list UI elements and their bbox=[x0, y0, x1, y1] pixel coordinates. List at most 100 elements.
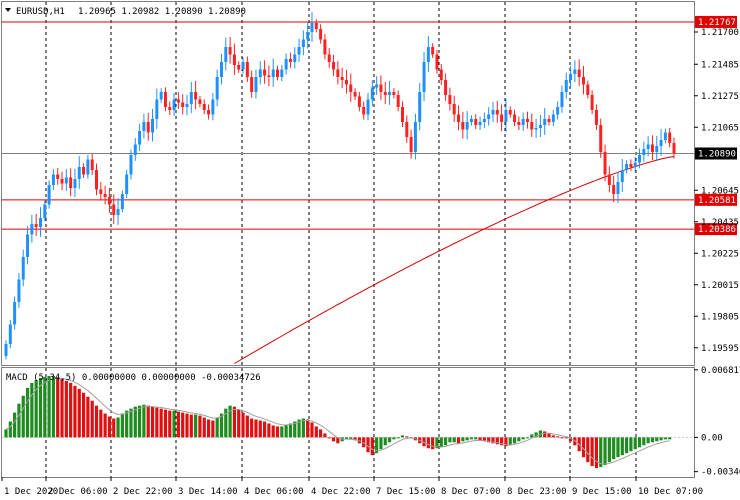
level-price-tag bbox=[695, 223, 737, 236]
macd-histogram-bar bbox=[17, 403, 21, 438]
bull-candle bbox=[258, 69, 262, 77]
bull-candle bbox=[301, 39, 305, 47]
macd-histogram-bar bbox=[69, 382, 73, 438]
macd-histogram-bar bbox=[478, 437, 482, 441]
bull-candle bbox=[366, 99, 370, 115]
bull-candle bbox=[271, 69, 275, 77]
macd-histogram-bar bbox=[344, 437, 349, 440]
bull-candle bbox=[616, 182, 620, 194]
macd-histogram-bar bbox=[504, 437, 508, 447]
current-price-label: 1.20890 bbox=[698, 150, 736, 160]
bear-candle bbox=[103, 194, 107, 197]
macd-histogram-bar bbox=[564, 437, 568, 439]
macd-header: MACD (5,34,5) 0.00000000 0.00000000 -0.0… bbox=[6, 373, 261, 383]
macd-histogram-bar bbox=[133, 406, 137, 438]
bull-candle bbox=[21, 257, 25, 280]
macd-histogram-bar bbox=[568, 437, 573, 442]
macd-histogram-bar bbox=[517, 437, 521, 442]
bear-candle bbox=[444, 80, 448, 95]
y-tick-label: 1.20225 bbox=[701, 249, 739, 259]
macd-histogram-bar bbox=[94, 405, 99, 438]
bear-candle bbox=[181, 102, 185, 107]
macd-histogram-bar bbox=[310, 422, 314, 438]
bull-candle bbox=[633, 162, 637, 167]
bull-candle bbox=[138, 131, 142, 145]
macd-histogram-bar bbox=[34, 379, 38, 438]
bear-candle bbox=[327, 54, 331, 62]
macd-histogram-bar bbox=[155, 407, 159, 438]
bear-candle bbox=[577, 69, 581, 77]
bear-candle bbox=[599, 125, 603, 152]
x-tick-label: 7 Dec 15:00 bbox=[376, 487, 436, 497]
macd-histogram-bar bbox=[198, 415, 202, 438]
bull-candle bbox=[211, 99, 215, 115]
bear-candle bbox=[56, 174, 60, 179]
macd-histogram-bar bbox=[301, 418, 305, 438]
bear-candle bbox=[112, 204, 116, 215]
bull-candle bbox=[655, 146, 659, 152]
y-tick-label: 1.19595 bbox=[701, 344, 739, 354]
macd-histogram-bar bbox=[624, 437, 629, 454]
macd-histogram-bar bbox=[43, 376, 47, 438]
macd-histogram-bar bbox=[245, 415, 249, 438]
bull-candle bbox=[426, 47, 430, 62]
y-tick-label: 1.20015 bbox=[701, 281, 739, 291]
bull-candle bbox=[254, 77, 258, 92]
macd-histogram-bar bbox=[495, 437, 499, 445]
macd-histogram-bar bbox=[120, 413, 124, 438]
macd-histogram-bar bbox=[4, 429, 8, 438]
bear-candle bbox=[517, 122, 521, 125]
macd-histogram-bar bbox=[469, 437, 474, 440]
macd-histogram-bar bbox=[362, 437, 366, 448]
macd-pane-border bbox=[1, 367, 695, 478]
bear-candle bbox=[530, 122, 534, 130]
macd-histogram-bar bbox=[150, 406, 155, 438]
bull-candle bbox=[491, 110, 495, 115]
x-tick-label: 8 Dec 07:00 bbox=[441, 487, 501, 497]
macd-histogram-bar bbox=[138, 405, 142, 438]
bear-candle bbox=[612, 185, 616, 194]
bull-candle bbox=[569, 74, 573, 80]
macd-histogram-bar bbox=[530, 434, 534, 438]
macd-histogram-bar bbox=[176, 411, 180, 438]
macd-histogram-bar bbox=[258, 420, 262, 438]
bull-candle bbox=[8, 324, 12, 344]
macd-histogram-bar bbox=[392, 437, 396, 440]
macd-histogram-bar bbox=[396, 437, 400, 439]
bull-candle bbox=[43, 204, 47, 218]
bear-candle bbox=[207, 110, 211, 115]
macd-histogram-bar bbox=[163, 409, 168, 438]
bull-candle bbox=[478, 122, 482, 125]
macd-histogram-bar bbox=[599, 437, 603, 468]
bear-candle bbox=[379, 84, 383, 92]
bull-candle bbox=[73, 179, 77, 188]
bull-candle bbox=[659, 140, 663, 146]
macd-histogram-bar bbox=[280, 426, 284, 438]
macd-histogram-bar bbox=[142, 404, 146, 438]
bull-candle bbox=[504, 110, 508, 122]
bull-candle bbox=[646, 144, 650, 149]
macd-histogram-bar bbox=[194, 414, 198, 438]
bear-candle bbox=[276, 69, 280, 77]
bear-candle bbox=[400, 107, 404, 122]
bear-candle bbox=[336, 69, 340, 77]
macd-histogram-bar bbox=[349, 437, 353, 440]
collapse-triangle-icon[interactable] bbox=[5, 8, 11, 12]
macd-y-tick-label: -0.003461 bbox=[701, 468, 740, 478]
x-tick-label: 3 Dec 14:00 bbox=[178, 487, 238, 497]
macd-histogram-bar bbox=[379, 437, 383, 450]
bear-candle bbox=[500, 114, 504, 122]
macd-histogram-bar bbox=[51, 375, 56, 438]
bear-candle bbox=[581, 77, 585, 85]
macd-histogram-bar bbox=[405, 436, 409, 438]
bull-candle bbox=[47, 185, 51, 205]
level-price-label: 1.21767 bbox=[698, 18, 736, 28]
macd-histogram-bar bbox=[237, 409, 241, 438]
bull-candle bbox=[224, 47, 228, 62]
bull-candle bbox=[642, 149, 646, 155]
macd-histogram-bar bbox=[262, 421, 267, 438]
bull-candle bbox=[370, 87, 374, 100]
macd-histogram-bar bbox=[73, 385, 77, 438]
level-price-label: 1.20386 bbox=[698, 225, 736, 235]
